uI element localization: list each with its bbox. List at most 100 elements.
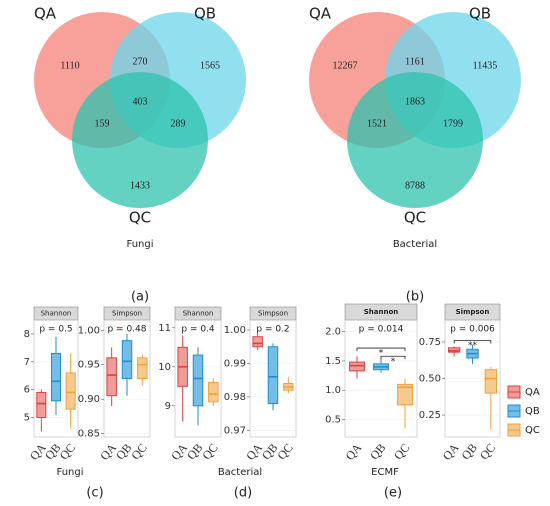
sig-label: *	[391, 357, 396, 367]
sig-label: *	[379, 349, 384, 359]
panel-label: (c)	[86, 486, 103, 501]
x-tick-label: QB	[458, 441, 479, 463]
y-tick-label: 0.99	[224, 358, 246, 369]
p-value: p = 0.2	[256, 325, 289, 335]
venn-set-label: QC	[404, 209, 426, 227]
p-value: p = 0.48	[107, 325, 146, 335]
y-tick-label: 1.00	[78, 325, 100, 336]
sig-label: **	[468, 341, 478, 351]
y-tick-label: 0.98	[224, 392, 246, 403]
venn-caption: Bacterial	[393, 239, 437, 250]
box	[252, 336, 263, 348]
plot-frame	[344, 319, 418, 438]
y-tick-label: 7	[24, 357, 30, 368]
x-tick-label: QA	[440, 440, 462, 463]
y-tick-label: 8	[24, 329, 30, 340]
panel-label: (e)	[384, 486, 402, 501]
venn-count: 403	[133, 96, 148, 107]
box	[121, 340, 133, 380]
venn-count: 11435	[473, 60, 498, 71]
y-tick-label: 0.90	[78, 394, 100, 405]
x-tick-label: QA	[343, 440, 365, 463]
y-tick-label: 1.00	[224, 325, 246, 336]
box	[192, 354, 204, 407]
venn-count: 1521	[367, 118, 387, 129]
box	[50, 352, 62, 402]
x-tick-label: QC	[199, 441, 220, 463]
caption: Bacterial	[218, 467, 262, 478]
p-value: p = 0.5	[39, 325, 72, 335]
plot-frame	[174, 319, 222, 438]
panel-label: (a)	[131, 290, 149, 305]
x-tick-label: QC	[391, 441, 412, 463]
y-tick-label: 11	[158, 323, 171, 334]
y-tick-label: 6	[24, 385, 30, 396]
venn-circle	[347, 72, 483, 208]
p-value: p = 0.4	[181, 325, 215, 335]
venn-count: 1565	[200, 60, 220, 71]
p-value: p = 0.014	[359, 325, 404, 335]
y-tick-label: 9	[165, 401, 171, 412]
x-tick-label: QC	[477, 441, 498, 463]
venn-set-label: QC	[129, 209, 151, 227]
box	[36, 391, 47, 418]
box	[65, 372, 76, 410]
venn-circle	[72, 72, 208, 208]
caption: ECMF	[371, 467, 399, 478]
x-tick-label: QC	[274, 441, 295, 463]
venn-caption: Fungi	[126, 239, 153, 250]
box	[484, 369, 498, 394]
venn-count: 1863	[405, 96, 425, 107]
y-tick-label: 0.5	[325, 414, 341, 425]
facet-title: Simpson	[456, 308, 490, 316]
facet-title: Shannon	[364, 308, 399, 316]
venn-count: 1161	[405, 56, 425, 67]
box	[267, 346, 279, 405]
venn-set-label: QA	[309, 5, 332, 23]
box	[208, 381, 219, 403]
plot-frame	[33, 319, 79, 438]
caption: Fungi	[56, 467, 83, 478]
y-tick-label: 0.75	[419, 337, 441, 348]
x-tick-label: QB	[367, 441, 388, 463]
venn-count: 1799	[443, 118, 463, 129]
y-tick-label: 1.5	[325, 356, 341, 367]
venn-count: 8788	[405, 180, 425, 191]
venn-count: 12267	[333, 60, 358, 71]
x-tick-label: QC	[57, 441, 78, 463]
legend-label: QB	[525, 406, 540, 417]
venn-count: 1433	[130, 180, 150, 191]
y-tick-label: 0.85	[78, 429, 100, 440]
facet-title: Simpson	[258, 310, 288, 318]
plot-frame	[103, 319, 151, 438]
venn-count: 1110	[60, 60, 79, 71]
y-tick-label: 0.50	[419, 374, 441, 385]
sig-bracket	[453, 340, 492, 344]
y-tick-label: 2.0	[325, 327, 341, 338]
y-tick-label: 0.25	[419, 410, 441, 421]
box	[106, 357, 117, 397]
box	[137, 357, 148, 379]
box	[397, 383, 413, 406]
y-tick-label: 10	[158, 362, 171, 373]
box	[349, 361, 365, 372]
legend-label: QC	[525, 425, 540, 436]
panel-label: (d)	[234, 486, 252, 501]
p-value: p = 0.006	[450, 325, 495, 335]
facet-title: Shannon	[183, 310, 214, 318]
x-tick-label: QC	[128, 441, 149, 463]
panel-label: (b)	[406, 290, 424, 305]
sig-bracket	[380, 355, 406, 360]
facet-title: Shannon	[41, 310, 72, 318]
venn-set-label: QB	[194, 5, 216, 23]
venn-count: 159	[95, 118, 110, 129]
y-tick-label: 0.95	[78, 360, 100, 371]
venn-set-label: QA	[34, 5, 57, 23]
y-tick-label: 5	[24, 413, 30, 424]
sig-bracket	[356, 347, 406, 352]
venn-set-label: QB	[469, 5, 491, 23]
y-tick-label: 1.0	[325, 385, 341, 396]
venn-count: 270	[133, 56, 148, 67]
venn-count: 289	[171, 118, 186, 129]
